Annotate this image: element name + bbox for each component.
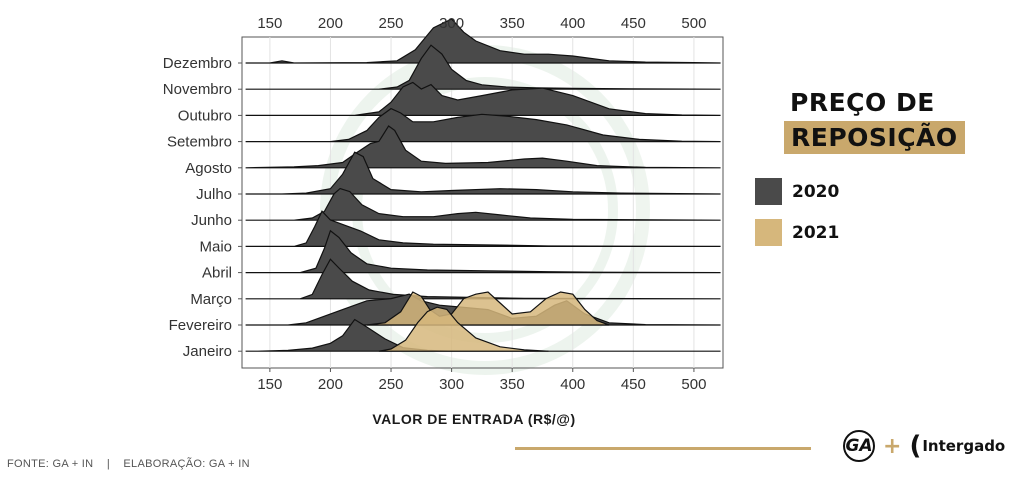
y-category-label: Agosto <box>185 160 232 177</box>
plot-panel <box>241 36 724 369</box>
x-tick-label: 350 <box>500 15 525 32</box>
y-category-label: Julho <box>196 186 232 203</box>
y-category-label: Junho <box>191 212 232 229</box>
x-tick-label: 400 <box>560 15 585 32</box>
ridgelines <box>245 18 721 352</box>
density-ridge-2020-maio <box>245 210 721 247</box>
y-category-label: Dezembro <box>163 55 232 72</box>
x-tick-label: 400 <box>560 376 585 393</box>
y-category-label: Novembro <box>163 81 232 98</box>
legend-swatch-2020 <box>755 178 782 205</box>
x-tick-label: 450 <box>621 376 646 393</box>
y-category-label: Março <box>190 291 232 308</box>
legend-label-2021: 2021 <box>792 222 840 243</box>
y-category-label: Abril <box>202 265 232 282</box>
x-tick-label: 200 <box>318 15 343 32</box>
y-category-label: Janeiro <box>183 343 232 360</box>
legend-item-2020: 2020 <box>755 178 839 205</box>
density-ridge-2020-setembro <box>245 107 721 143</box>
footer-divider <box>515 447 811 450</box>
y-category-label: Fevereiro <box>169 317 232 334</box>
x-tick-label: 450 <box>621 15 646 32</box>
title-line-1: PREÇO DE <box>790 88 935 117</box>
intergado-name: Intergado <box>922 437 1006 455</box>
title-line-2: REPOSIÇÃO <box>784 121 965 154</box>
x-tick-label: 250 <box>379 376 404 393</box>
legend-swatch-2021 <box>755 219 782 246</box>
density-ridge-2020-novembro <box>245 44 721 90</box>
x-axis-title: VALOR DE ENTRADA (R$/@) <box>372 411 575 427</box>
legend-label-2020: 2020 <box>792 181 840 202</box>
x-tick-label: 350 <box>500 376 525 393</box>
x-tick-label: 150 <box>257 376 282 393</box>
density-ridge-2020-dezembro <box>245 18 721 64</box>
x-tick-label: 500 <box>681 376 706 393</box>
density-ridge-2021-janeiro <box>378 306 549 352</box>
source-note: FONTE: GA + IN | ELABORAÇÃO: GA + IN <box>7 458 250 470</box>
density-ridge-2020-outubro <box>245 81 721 116</box>
logos: GA + ( Intergado <box>843 430 1005 462</box>
x-tick-label: 150 <box>257 15 282 32</box>
x-tick-label: 250 <box>379 15 404 32</box>
intergado-logo: ( Intergado <box>909 431 1005 461</box>
y-category-label: Outubro <box>178 107 232 124</box>
x-tick-label: 500 <box>681 15 706 32</box>
density-ridge-2020-abril <box>245 229 721 274</box>
legend-item-2021: 2021 <box>755 219 839 246</box>
x-tick-label: 300 <box>439 15 464 32</box>
plus-sign: + <box>883 433 902 459</box>
y-category-label: Setembro <box>167 134 232 151</box>
x-axis-top: 150 200 250 300 350 400 450 500 <box>257 15 706 32</box>
density-ridge-2020-julho <box>245 151 721 195</box>
ga-logo: GA <box>843 430 875 462</box>
intergado-mark-icon: ( <box>909 431 922 461</box>
x-tick-label: 300 <box>439 376 464 393</box>
x-axis-bottom: 150 200 250 300 350 400 450 500 <box>257 368 706 393</box>
density-ridge-2020-março <box>245 258 721 300</box>
y-axis-labels: Dezembro Novembro Outubro Setembro Agosto Jul… <box>163 55 242 360</box>
density-ridge-2020-agosto <box>245 125 721 169</box>
chart-title: PREÇO DE REPOSIÇÃO <box>784 86 965 154</box>
y-category-label: Maio <box>199 238 232 255</box>
x-tick-label: 200 <box>318 376 343 393</box>
legend: 2020 2021 <box>755 178 839 260</box>
